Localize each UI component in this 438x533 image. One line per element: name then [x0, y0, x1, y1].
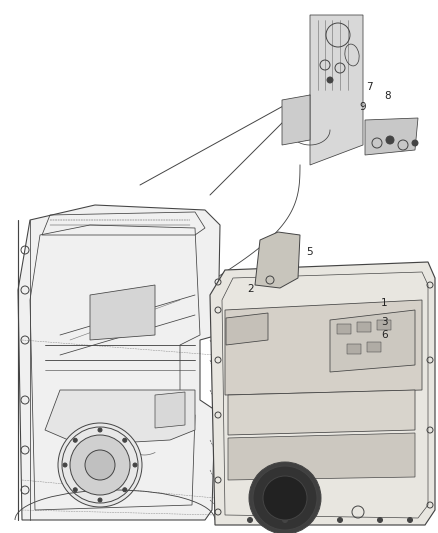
Circle shape — [98, 428, 102, 432]
Circle shape — [378, 518, 382, 522]
Bar — [367, 342, 381, 352]
Text: 1: 1 — [381, 298, 388, 308]
Polygon shape — [226, 313, 268, 345]
Circle shape — [58, 423, 142, 507]
Circle shape — [338, 518, 343, 522]
Bar — [337, 324, 351, 334]
Circle shape — [85, 450, 115, 480]
Circle shape — [253, 466, 317, 530]
Text: 5: 5 — [307, 247, 313, 257]
Text: 8: 8 — [385, 91, 391, 101]
Polygon shape — [255, 232, 300, 288]
Text: 2: 2 — [247, 284, 254, 294]
Circle shape — [407, 518, 413, 522]
Bar — [347, 344, 361, 354]
Circle shape — [98, 498, 102, 502]
Circle shape — [249, 462, 321, 533]
Polygon shape — [330, 310, 415, 372]
Text: 7: 7 — [366, 83, 372, 92]
Circle shape — [73, 488, 77, 492]
Circle shape — [283, 518, 287, 522]
Circle shape — [327, 77, 333, 83]
Circle shape — [63, 463, 67, 467]
Circle shape — [247, 518, 252, 522]
Circle shape — [123, 488, 127, 492]
Text: 9: 9 — [359, 102, 366, 111]
Circle shape — [412, 140, 418, 146]
Circle shape — [70, 435, 130, 495]
Polygon shape — [45, 390, 195, 445]
Circle shape — [133, 463, 137, 467]
Polygon shape — [228, 433, 415, 480]
Bar — [357, 322, 371, 332]
Circle shape — [123, 438, 127, 442]
Polygon shape — [365, 118, 418, 155]
Circle shape — [386, 136, 394, 144]
Bar — [377, 320, 391, 330]
Text: 4: 4 — [291, 484, 298, 494]
Polygon shape — [228, 390, 415, 435]
Polygon shape — [282, 95, 310, 145]
Polygon shape — [155, 392, 185, 428]
Polygon shape — [18, 205, 220, 520]
Polygon shape — [225, 300, 422, 395]
Text: 3: 3 — [381, 318, 388, 327]
Text: 6: 6 — [381, 330, 388, 340]
Polygon shape — [210, 262, 435, 525]
Polygon shape — [310, 15, 363, 165]
Polygon shape — [90, 285, 155, 340]
Circle shape — [73, 438, 77, 442]
Circle shape — [263, 476, 307, 520]
